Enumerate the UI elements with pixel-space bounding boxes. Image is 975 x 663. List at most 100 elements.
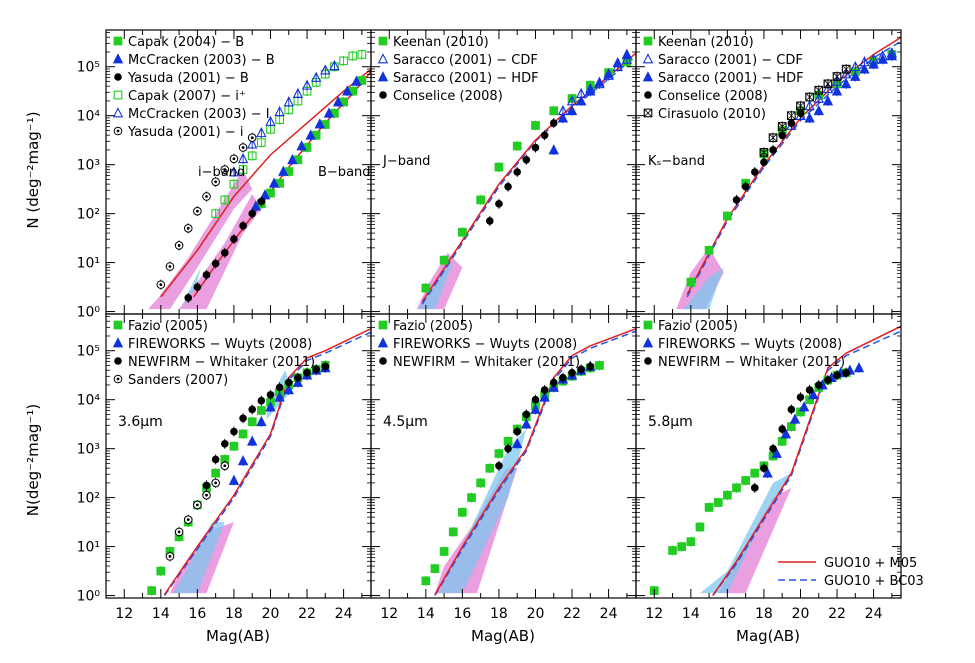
data-point bbox=[211, 468, 221, 478]
top-y-axis-label: N (deg⁻²mag⁻¹) bbox=[24, 111, 42, 228]
data-point bbox=[323, 107, 335, 118]
x-tick-label: 18 bbox=[755, 606, 773, 622]
legend-label: Fazio (2005) bbox=[393, 319, 473, 334]
data-point bbox=[750, 484, 759, 492]
data-point bbox=[822, 95, 834, 106]
data-point-core bbox=[214, 180, 218, 184]
data-point bbox=[494, 449, 504, 458]
model-legend-label: GUO10 + M05 bbox=[824, 556, 917, 571]
legend-marker bbox=[113, 36, 123, 46]
data-point-cross bbox=[768, 133, 778, 142]
data-point-cross bbox=[759, 148, 769, 157]
x-tick-label: 24 bbox=[600, 606, 618, 622]
data-point bbox=[512, 437, 523, 449]
data-point bbox=[512, 141, 522, 151]
data-point bbox=[798, 401, 810, 412]
x-axis-label-col3: Mag(AB) bbox=[736, 627, 800, 645]
data-point bbox=[476, 478, 486, 488]
x-tick-label: 24 bbox=[335, 606, 353, 622]
legend-marker bbox=[377, 53, 389, 64]
data-point bbox=[522, 410, 531, 419]
data-point bbox=[220, 195, 230, 205]
data-point bbox=[621, 53, 633, 64]
data-point bbox=[762, 467, 773, 478]
data-point bbox=[268, 177, 280, 188]
data-point bbox=[247, 151, 257, 161]
data-point bbox=[458, 227, 467, 237]
data-point bbox=[531, 395, 540, 404]
data-point-core bbox=[186, 518, 190, 522]
data-point bbox=[804, 112, 815, 123]
data-point bbox=[686, 537, 696, 547]
data-point bbox=[312, 365, 320, 374]
legend-marker bbox=[644, 91, 652, 99]
data-point bbox=[239, 222, 247, 230]
legend-label: Saracco (2001) − HDF bbox=[658, 71, 804, 86]
data-point-core bbox=[250, 136, 254, 140]
legend-label: Cirasuolo (2010) bbox=[658, 107, 766, 122]
data-point bbox=[301, 79, 313, 90]
data-point bbox=[769, 146, 777, 154]
panels: 10⁰ 10¹ 10² 10³ 10⁴ 10⁵ Capak (2004) − B McCrac… bbox=[77, 29, 924, 622]
data-point bbox=[247, 138, 258, 149]
data-point bbox=[768, 133, 778, 143]
data-point bbox=[351, 75, 362, 86]
data-point-core bbox=[168, 554, 172, 558]
data-point bbox=[859, 63, 870, 74]
legend-marker bbox=[642, 53, 654, 64]
data-point-cross bbox=[796, 101, 805, 110]
data-point-cross bbox=[814, 86, 823, 95]
data-point bbox=[274, 391, 285, 402]
data-point-cross bbox=[787, 111, 796, 120]
y-tick-label: 10³ bbox=[77, 158, 100, 174]
y-tick-label: 10³ bbox=[77, 442, 100, 458]
data-point bbox=[586, 362, 595, 371]
data-point bbox=[840, 68, 852, 79]
data-point bbox=[220, 248, 229, 257]
data-point bbox=[540, 131, 549, 140]
data-point bbox=[522, 155, 531, 164]
data-point bbox=[549, 106, 559, 116]
legend-label: McCracken (2003) − I bbox=[128, 107, 270, 122]
data-point bbox=[202, 271, 211, 279]
x-tick-label: 12 bbox=[645, 606, 663, 622]
data-point bbox=[787, 119, 796, 127]
data-point bbox=[259, 189, 271, 200]
plot-area bbox=[416, 48, 636, 310]
data-point bbox=[771, 447, 782, 458]
data-point bbox=[211, 209, 221, 218]
legend-label: Sanders (2007) bbox=[128, 373, 228, 388]
data-point bbox=[339, 56, 348, 66]
data-point bbox=[202, 481, 211, 490]
legend-marker bbox=[113, 90, 123, 100]
data-point bbox=[677, 542, 687, 551]
data-point bbox=[824, 376, 832, 384]
data-point bbox=[531, 121, 540, 130]
data-point bbox=[814, 85, 824, 95]
y-tick-label: 10¹ bbox=[77, 540, 100, 556]
data-point bbox=[568, 368, 576, 377]
data-point bbox=[813, 104, 824, 116]
data-point bbox=[732, 196, 741, 204]
data-point bbox=[184, 294, 193, 302]
data-point bbox=[256, 138, 266, 147]
data-point bbox=[504, 182, 512, 191]
data-point bbox=[228, 166, 240, 177]
data-point bbox=[220, 439, 229, 448]
y-tick-label: 10⁵ bbox=[77, 344, 100, 360]
data-point bbox=[713, 498, 723, 507]
data-point bbox=[760, 464, 768, 473]
legend-label: NEWFIRM − Whitaker (2011) bbox=[658, 355, 845, 370]
data-point bbox=[230, 427, 238, 436]
data-point bbox=[250, 200, 262, 211]
data-point bbox=[229, 441, 239, 451]
data-point bbox=[853, 362, 865, 373]
data-point bbox=[247, 435, 258, 446]
legend-marker-core bbox=[116, 129, 120, 133]
data-point bbox=[831, 75, 843, 86]
y-tick-label: 10⁴ bbox=[77, 109, 101, 125]
legend-marker bbox=[379, 357, 387, 365]
data-point bbox=[257, 197, 266, 206]
data-point bbox=[303, 368, 311, 377]
